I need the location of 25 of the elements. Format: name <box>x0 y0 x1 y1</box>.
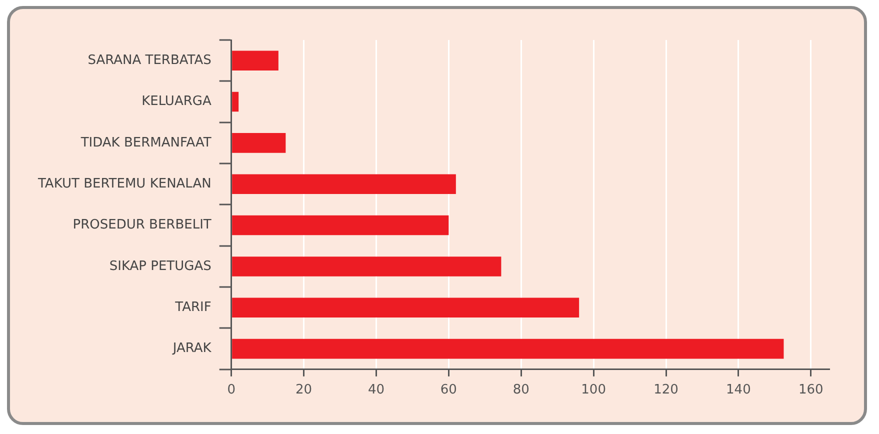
x-tick-label: 80 <box>512 382 530 398</box>
x-tick-label: 0 <box>227 382 236 398</box>
bar <box>232 298 580 318</box>
y-tick-label: KELUARGA <box>142 94 212 110</box>
y-tick-label: SIKAP PETUGAS <box>109 258 212 274</box>
bar <box>232 256 502 276</box>
bar <box>232 133 286 153</box>
bar <box>232 50 278 70</box>
y-tick-label: PROSEDUR BERBELIT <box>72 218 212 233</box>
x-tick-label: 100 <box>581 382 606 398</box>
y-tick-label: TAKUT BERTEMU KENALAN <box>37 176 212 192</box>
x-tick-label: 40 <box>368 382 384 398</box>
x-tick-label: 140 <box>726 382 751 398</box>
bar <box>232 92 239 112</box>
x-tick-label: 20 <box>296 382 312 398</box>
y-tick-label: TARIF <box>174 300 212 316</box>
y-tick-label: SARANA TERBATAS <box>88 52 212 68</box>
x-tick-label: 160 <box>798 382 824 398</box>
bar <box>232 174 456 194</box>
y-tick-label: JARAK <box>172 341 212 356</box>
x-tick-label: 60 <box>440 382 457 398</box>
bar <box>232 215 449 236</box>
x-tick-label: 120 <box>654 382 678 398</box>
y-tick-label: TIDAK BERMANFAAT <box>80 135 212 150</box>
bar <box>232 338 784 359</box>
